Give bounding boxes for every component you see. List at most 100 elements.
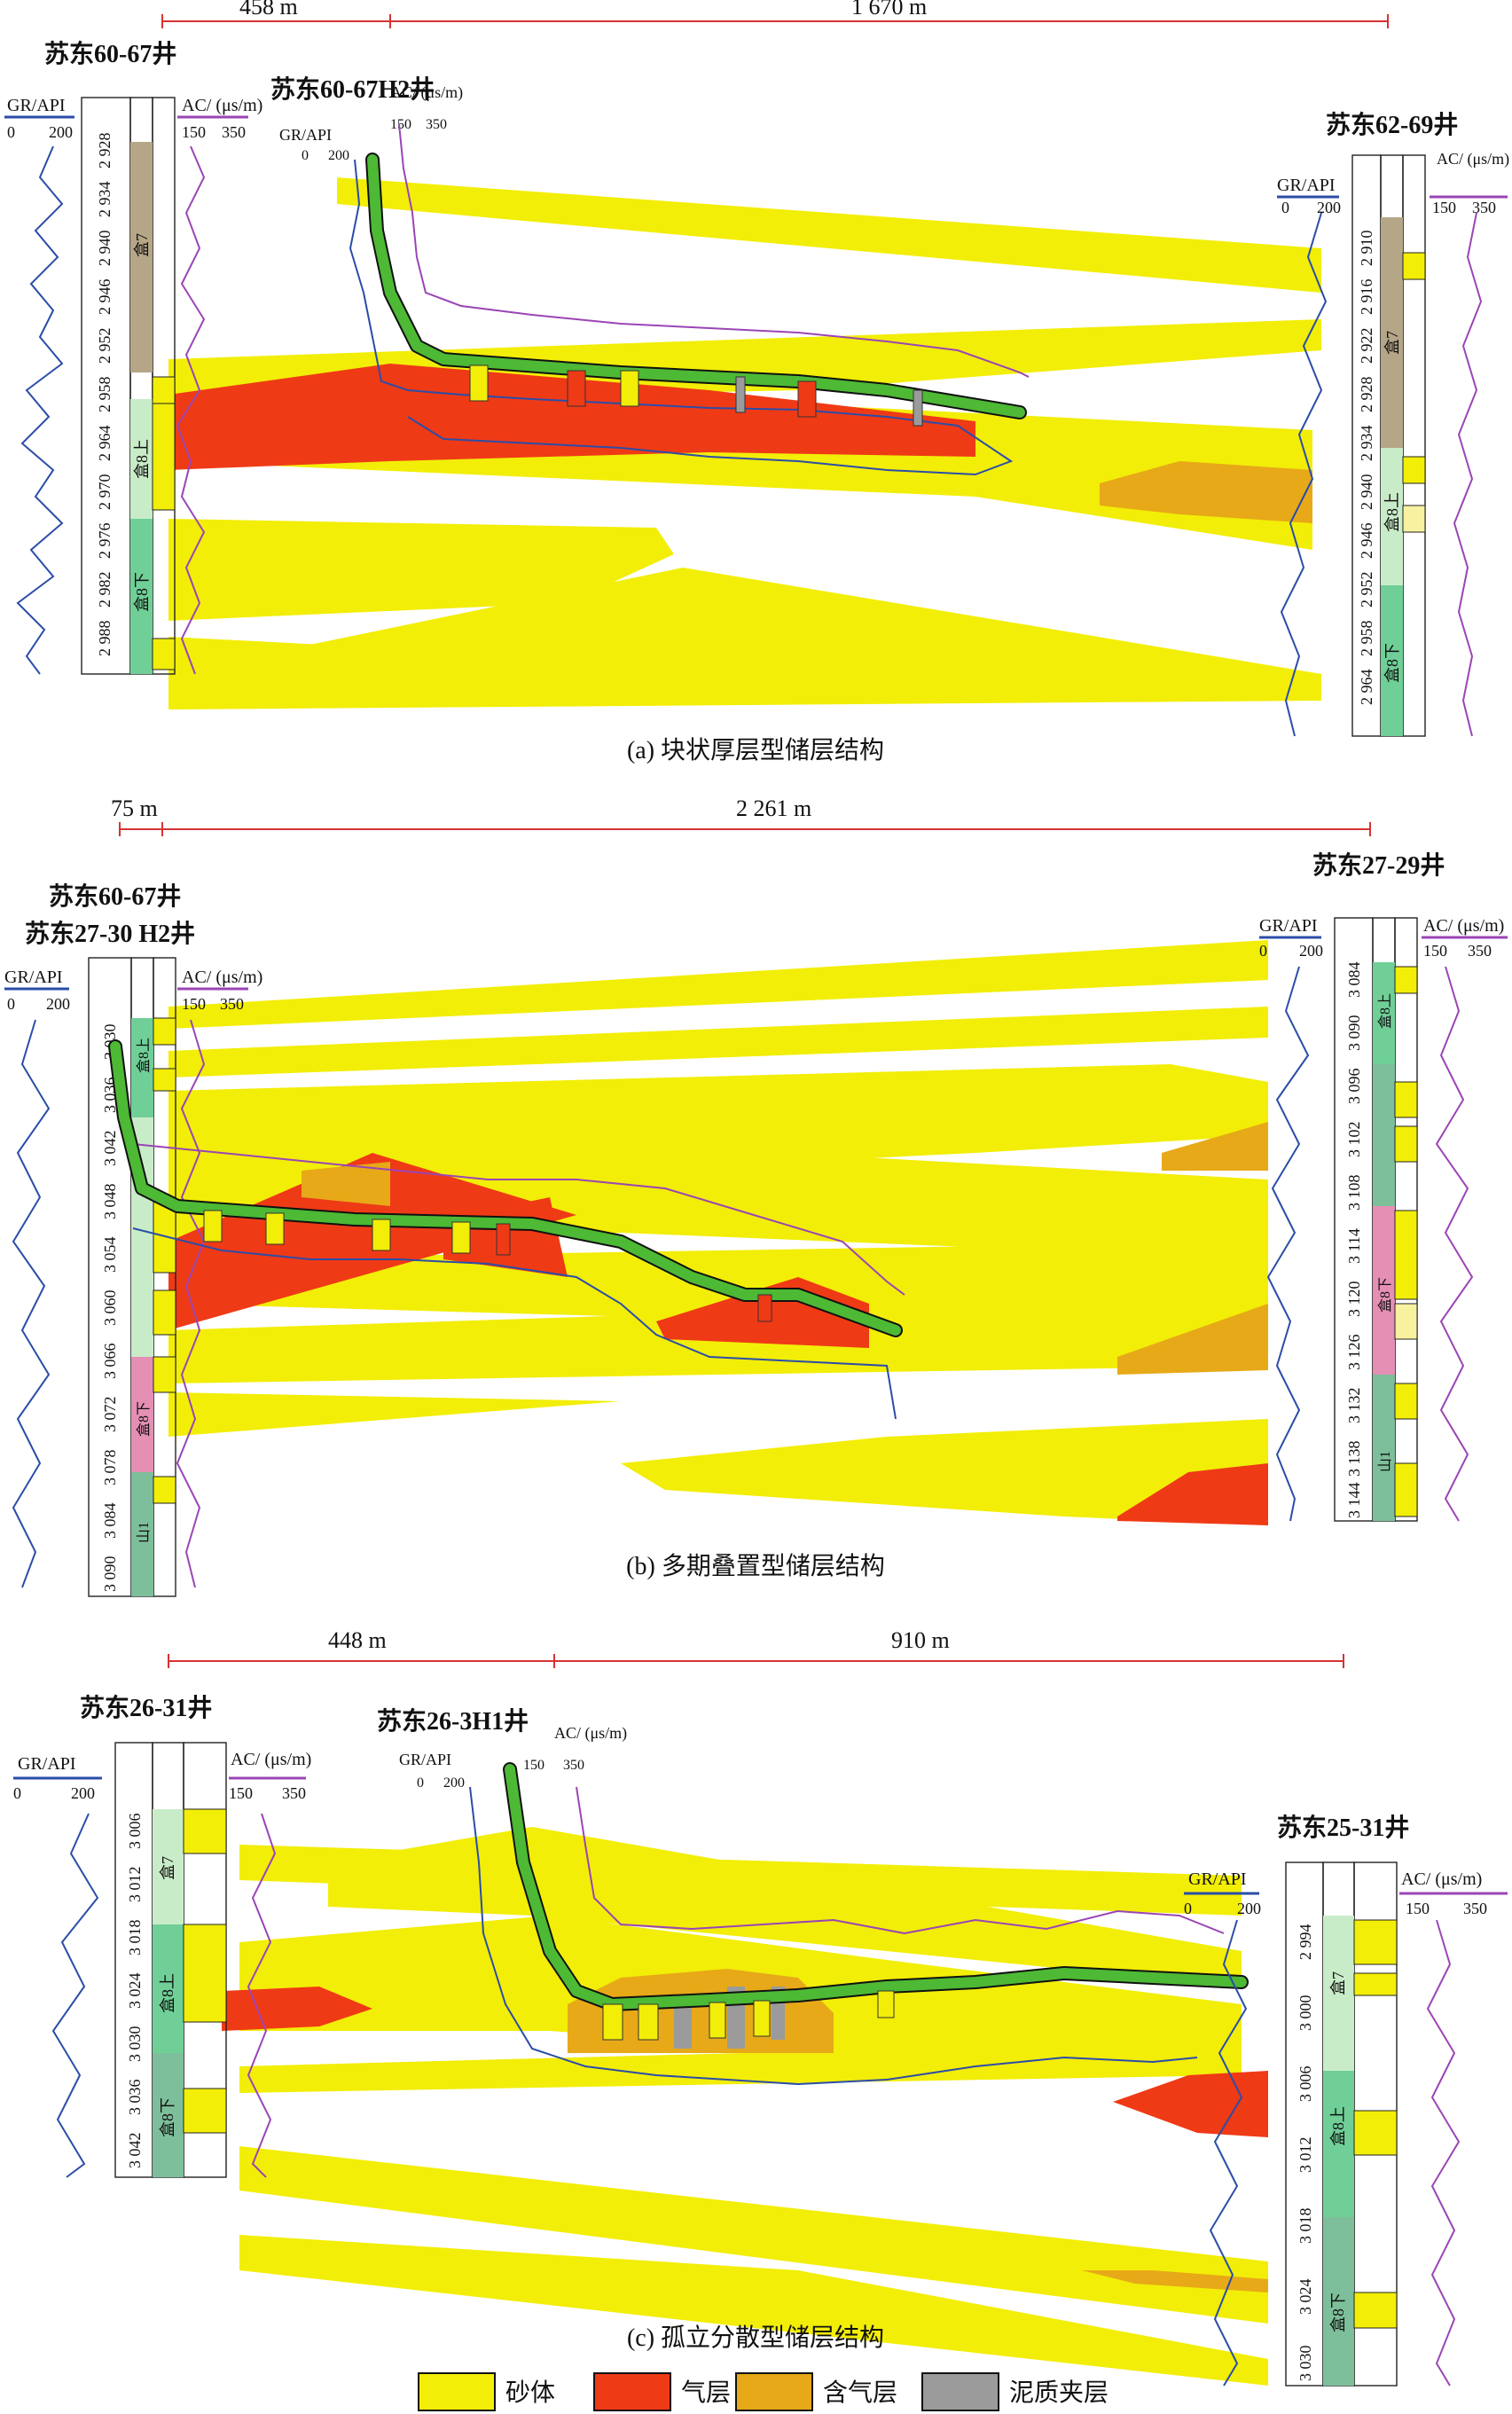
svg-text:350: 350 <box>282 1784 306 1802</box>
svg-text:3 138: 3 138 <box>1345 1441 1363 1477</box>
svg-text:AC/ (μs/m): AC/ (μs/m) <box>1423 916 1504 936</box>
svg-text:3 060: 3 060 <box>101 1290 119 1327</box>
legend-label: 含气层 <box>823 2379 897 2407</box>
svg-text:200: 200 <box>443 1775 465 1791</box>
well-log-right-a: 苏东62-69井 GR/API 0 200 AC/ (μs/m) 150 350… <box>1277 110 1509 737</box>
well-log-right-b: 苏东27-29井 GR/API 0 200 AC/ (μs/m) 150 350 <box>1259 850 1508 1522</box>
svg-text:2 958: 2 958 <box>1358 621 1375 657</box>
svg-text:0: 0 <box>302 148 309 163</box>
well-name: 苏东62-69井 <box>1326 110 1458 139</box>
panel-caption: (b) 多期叠置型储层结构 <box>626 1552 885 1580</box>
svg-text:150: 150 <box>1406 1900 1430 1917</box>
svg-text:200: 200 <box>46 995 70 1013</box>
svg-text:3 090: 3 090 <box>1345 1015 1363 1052</box>
svg-text:2 946: 2 946 <box>1358 523 1375 560</box>
svg-text:2 952: 2 952 <box>96 328 114 364</box>
distance-label: 910 m <box>891 1627 950 1653</box>
well-name: 苏东60-67井 <box>44 39 176 68</box>
depth-labels: 3 006 3 012 3 018 3 024 3 030 3 036 3 04… <box>126 1814 144 2169</box>
svg-text:350: 350 <box>1463 1900 1487 1917</box>
well-name: 苏东26-3H1井 <box>377 1706 529 1736</box>
svg-text:2 928: 2 928 <box>96 133 114 169</box>
svg-text:3 036: 3 036 <box>126 2080 144 2116</box>
svg-text:3 114: 3 114 <box>1345 1228 1363 1264</box>
svg-text:3 096: 3 096 <box>1345 1069 1363 1105</box>
horizontal-well-a: 苏东60-67H2井 GR/API 0 200 AC/ (μs/m) 150 3… <box>270 74 1030 476</box>
svg-text:2 976: 2 976 <box>96 523 114 560</box>
svg-text:150: 150 <box>1432 199 1456 216</box>
svg-text:3 024: 3 024 <box>126 1973 144 2010</box>
svg-text:150: 150 <box>1423 942 1447 960</box>
well-log-left-a: 苏东60-67井 GR/API 0 200 AC/ (μs/m) 150 350… <box>4 39 262 675</box>
svg-text:AC/ (μs/m): AC/ (μs/m) <box>554 1724 627 1743</box>
well-name: 苏东26-31井 <box>80 1693 212 1722</box>
legend-swatch-sand <box>418 2372 496 2411</box>
svg-text:盒7: 盒7 <box>159 1856 176 1880</box>
svg-text:150: 150 <box>182 995 206 1013</box>
legend-label: 泥质夹层 <box>1009 2379 1109 2407</box>
svg-text:2 934: 2 934 <box>96 182 114 218</box>
well-name: 苏东27-30 H2井 <box>25 919 195 948</box>
svg-text:3 000: 3 000 <box>1297 1995 1314 2032</box>
svg-text:GR/API: GR/API <box>279 126 332 144</box>
svg-text:3 018: 3 018 <box>1297 2208 1314 2245</box>
svg-text:150: 150 <box>182 123 206 141</box>
well-name: 苏东27-29井 <box>1312 850 1445 880</box>
well-log-left-b: 苏东60-67井 苏东27-30 H2井 GR/API 0 200 AC/ (μ… <box>4 882 262 1597</box>
svg-text:3 078: 3 078 <box>101 1450 119 1486</box>
svg-text:2 940: 2 940 <box>1358 474 1375 511</box>
svg-text:200: 200 <box>49 123 73 141</box>
well-log-right-c: 苏东25-31井 GR/API 0 200 AC/ (μs/m) 150 350… <box>1184 1813 1508 2387</box>
legend: 砂体 气层 含气层 泥质夹层 <box>418 2372 1109 2411</box>
svg-text:3 108: 3 108 <box>1345 1175 1363 1211</box>
svg-text:GR/API: GR/API <box>1188 1869 1247 1889</box>
svg-text:2 964: 2 964 <box>1358 670 1375 706</box>
legend-swatch-gas <box>593 2372 671 2411</box>
svg-text:GR/API: GR/API <box>18 1754 76 1774</box>
svg-text:350: 350 <box>220 995 244 1013</box>
svg-text:2 910: 2 910 <box>1358 231 1375 267</box>
depth-labels: 2 994 3 000 3 006 3 012 3 018 3 024 3 03… <box>1297 1924 1314 2382</box>
svg-text:2 988: 2 988 <box>96 621 114 657</box>
svg-text:3 006: 3 006 <box>126 1814 144 1850</box>
svg-text:2 934: 2 934 <box>1358 426 1375 462</box>
svg-text:3 090: 3 090 <box>101 1556 119 1593</box>
svg-text:3 066: 3 066 <box>101 1344 119 1380</box>
legend-swatch-shale <box>921 2372 999 2411</box>
svg-text:山1: 山1 <box>1377 1451 1393 1472</box>
svg-text:3 024: 3 024 <box>1297 2279 1314 2316</box>
svg-text:盒8下: 盒8下 <box>1377 1277 1393 1313</box>
svg-text:AC/ (μs/m): AC/ (μs/m) <box>1401 1869 1482 1889</box>
svg-text:350: 350 <box>426 117 447 132</box>
svg-text:盒8上: 盒8上 <box>1383 492 1401 532</box>
svg-text:200: 200 <box>1299 942 1323 960</box>
legend-label: 砂体 <box>505 2379 555 2407</box>
svg-text:山1: 山1 <box>136 1522 152 1543</box>
svg-text:盒8下: 盒8下 <box>136 1401 152 1437</box>
depth-labels: 3 030 3 036 3 042 3 048 3 054 3 060 3 06… <box>101 1024 119 1593</box>
well-log-left-c: 苏东26-31井 GR/API 0 200 AC/ (μs/m) 150 350… <box>13 1693 311 2178</box>
distance-label: 448 m <box>328 1627 387 1653</box>
panel-caption: (c) 孤立分散型储层结构 <box>627 2324 884 2352</box>
svg-text:350: 350 <box>222 123 246 141</box>
svg-text:AC/ (μs/m): AC/ (μs/m) <box>390 83 463 102</box>
svg-text:3 030: 3 030 <box>126 2026 144 2063</box>
svg-text:3 006: 3 006 <box>1297 2066 1314 2103</box>
svg-text:2 940: 2 940 <box>96 231 114 267</box>
svg-text:0: 0 <box>1184 1900 1192 1917</box>
strat-label: 盒8下 <box>133 572 151 612</box>
svg-text:200: 200 <box>1317 199 1341 216</box>
panel-caption: (a) 块状厚层型储层结构 <box>627 736 884 764</box>
svg-text:GR/API: GR/API <box>1277 176 1336 195</box>
svg-text:200: 200 <box>71 1784 95 1802</box>
distance-label: 458 m <box>239 0 298 20</box>
svg-text:盒8下: 盒8下 <box>1383 643 1401 683</box>
svg-text:3 042: 3 042 <box>101 1131 119 1167</box>
depth-labels: 3 084 3 090 3 096 3 102 3 108 3 114 3 12… <box>1345 962 1363 1519</box>
svg-text:2 964: 2 964 <box>96 426 114 462</box>
svg-text:3 084: 3 084 <box>101 1503 119 1540</box>
svg-text:盒7: 盒7 <box>1329 1971 1347 1995</box>
svg-text:2 994: 2 994 <box>1297 1924 1314 1961</box>
svg-text:350: 350 <box>1468 942 1492 960</box>
svg-text:2 958: 2 958 <box>96 377 114 413</box>
